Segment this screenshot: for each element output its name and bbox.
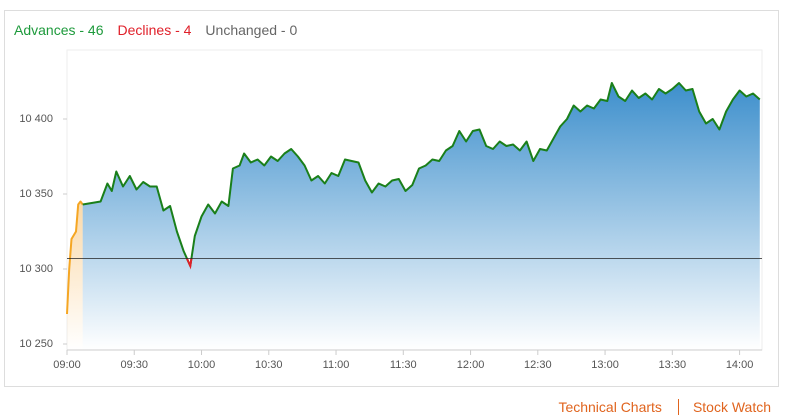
legend-item: Advances - 46 bbox=[14, 22, 104, 38]
footer-link[interactable]: Technical Charts bbox=[558, 399, 662, 415]
x-tick-label: 10:30 bbox=[255, 359, 283, 371]
footer-link[interactable]: Stock Watch bbox=[677, 399, 773, 415]
x-tick-label: 12:30 bbox=[524, 359, 552, 371]
legend-item: Declines - 4 bbox=[117, 22, 192, 38]
y-tick-label: 10 300 bbox=[19, 263, 53, 275]
x-tick-label: 10:00 bbox=[188, 359, 216, 371]
x-tick-label: 09:30 bbox=[120, 359, 148, 371]
area bbox=[67, 201, 83, 350]
x-tick-label: 12:00 bbox=[457, 359, 485, 371]
card bbox=[4, 10, 779, 387]
y-tick-label: 10 250 bbox=[19, 338, 53, 350]
line bbox=[82, 82, 761, 267]
x-tick-label: 09:00 bbox=[53, 359, 81, 371]
y-tick-label: 10 350 bbox=[19, 188, 53, 200]
line bbox=[66, 200, 84, 315]
legend-item: Unchanged - 0 bbox=[205, 22, 298, 38]
x-tick-label: 11:00 bbox=[323, 359, 350, 371]
x-tick-label: 13:00 bbox=[591, 359, 619, 371]
breadth-legend: Advances - 46 Declines - 4 Unchanged - 0 bbox=[14, 22, 311, 38]
y-tick-label: 10 400 bbox=[19, 113, 53, 125]
x-tick-label: 11:30 bbox=[390, 359, 417, 371]
x-tick-label: 13:30 bbox=[659, 359, 687, 371]
area bbox=[82, 83, 760, 350]
footer-links: Technical Charts Stock Watch bbox=[544, 399, 773, 415]
x-tick-label: 14:00 bbox=[726, 359, 754, 371]
